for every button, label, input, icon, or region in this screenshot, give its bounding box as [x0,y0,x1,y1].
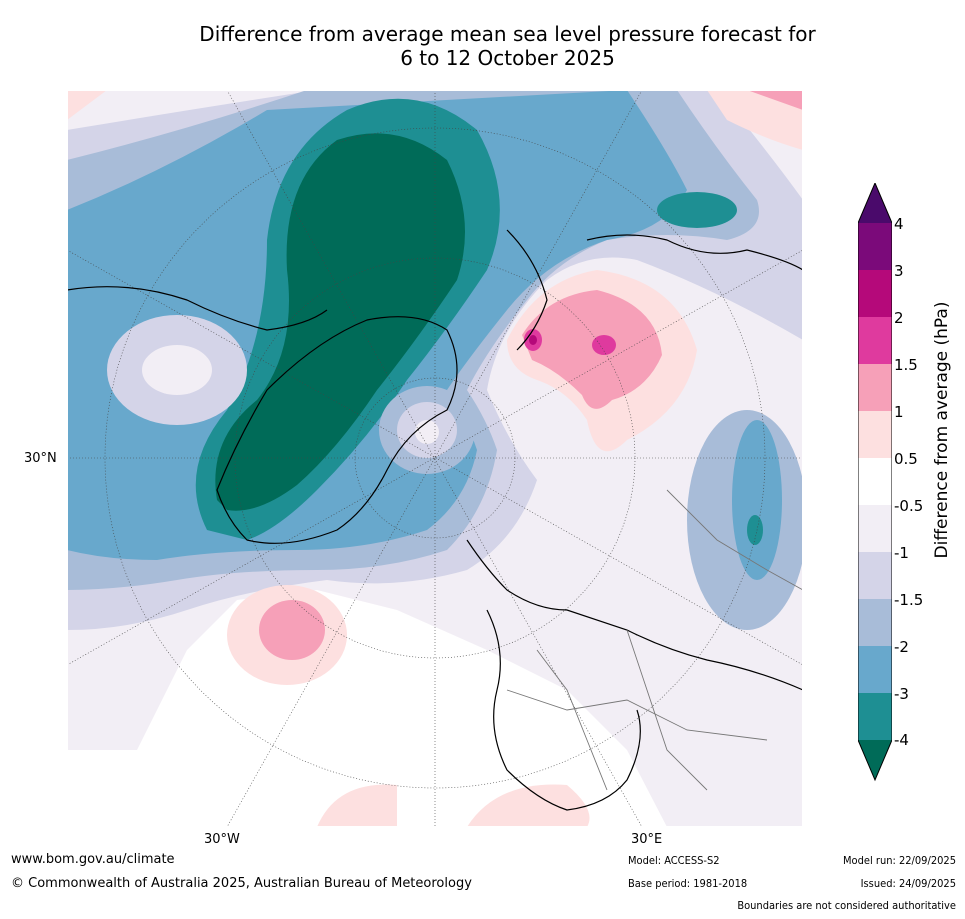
colorbar [858,183,892,782]
east-siberia-coast [586,234,803,271]
coastlines [67,229,803,811]
colorbar-band-m2tom1.5 [858,599,892,646]
anomaly-island-pole-m0.5 [415,420,439,444]
lat-label-30n: 30°N [24,451,57,466]
colorbar-band-m1tom0.5 [858,505,892,552]
footer-base-period: Base period: 1981-2018 [628,877,748,890]
bottom-anomaly-p0.5-b [467,784,590,827]
colorbar-title: Difference from average (hPa) [930,230,954,630]
north-pacific-anomaly-m3 [657,192,737,228]
colorbar-band-m0.5to0.5 [858,458,892,505]
colorbar-band-m1.5tom1 [858,552,892,599]
colorbar-band-m3tom2 [858,646,892,693]
bottom-anomaly-p0.5 [317,784,397,827]
top-right-anomaly-p1 [747,90,803,110]
atlantic-anomaly-p1 [259,600,325,660]
colorbar-tick-m1.5: -1.5 [894,591,924,609]
colorbar-band-1.5to2 [858,317,892,364]
footer-model: Model: ACCESS-S2 [628,854,720,867]
europe-coast [486,609,641,811]
colorbar-tick-m0.5: -0.5 [894,497,924,515]
colorbar-extend-top [858,183,892,223]
title-line-1: Difference from average mean sea level p… [199,22,816,46]
colorbar-extend-bottom [858,740,892,780]
alaska-canada-coast [67,286,328,331]
colorbar-tick-m1: -1 [894,544,909,562]
colorbar-tick-3: 3 [894,262,904,280]
border-europe-2 [536,649,608,791]
footer-website: www.bom.gov.au/climate [11,852,175,867]
anomaly-region-p1.5 [592,335,616,355]
colorbar-tick-m2: -2 [894,638,909,656]
chart-title: Difference from average mean sea level p… [100,22,915,70]
graticule-circle-3 [104,127,766,789]
colorbar-tick-m4: -4 [894,731,909,749]
anomaly-region-p2 [529,335,537,345]
top-left-anomaly-p0.5 [67,90,107,120]
top-right-anomaly-p0.5 [707,90,803,150]
anomaly-region-m4 [215,133,465,511]
footer-copyright: © Commonwealth of Australia 2025, Austra… [11,876,472,891]
siberia-anomaly-m2 [732,420,782,580]
colorbar-tick-m3: -3 [894,685,909,703]
border-asia-1 [626,629,708,791]
title-line-2: 6 to 12 October 2025 [400,46,615,70]
lon-label-30e: 30°E [631,832,663,847]
graticule [67,90,803,827]
colorbar-band-3to4 [858,223,892,270]
colorbar-tick-1.5: 1.5 [894,356,918,374]
colorbar-band-0.5to1 [858,411,892,458]
pressure-anomaly-map [67,90,803,827]
colorbar-tick-2: 2 [894,309,904,327]
footer-issued: Issued: 24/09/2025 [860,877,956,890]
lon-label-30w: 30°W [204,832,240,847]
footer-model-run: Model run: 22/09/2025 [843,854,956,867]
map-border [67,90,803,827]
colorbar-tick-1: 1 [894,403,904,421]
siberia-anomaly-m3 [747,515,763,545]
colorbar-band-m4tom3 [858,693,892,740]
eurasia-north-coast [466,539,803,691]
border-asia-2 [666,489,803,591]
national-borders [506,489,803,791]
bering-coast [506,229,548,351]
colorbar-tick-4: 4 [894,215,904,233]
colorbar-tick-0.5: 0.5 [894,450,918,468]
anomaly-region-p1 [522,290,662,409]
footer-disclaimer: Boundaries are not considered authoritat… [737,899,956,912]
colorbar-title-text: Difference from average (hPa) [932,301,952,559]
colorbar-band-2to3 [858,270,892,317]
map-canvas [67,90,803,827]
colorbar-band-1to1.5 [858,364,892,411]
greenland-arctic-canada-coast [216,316,458,544]
anomaly-island-m0.5 [142,345,212,395]
border-europe-1 [506,689,768,741]
